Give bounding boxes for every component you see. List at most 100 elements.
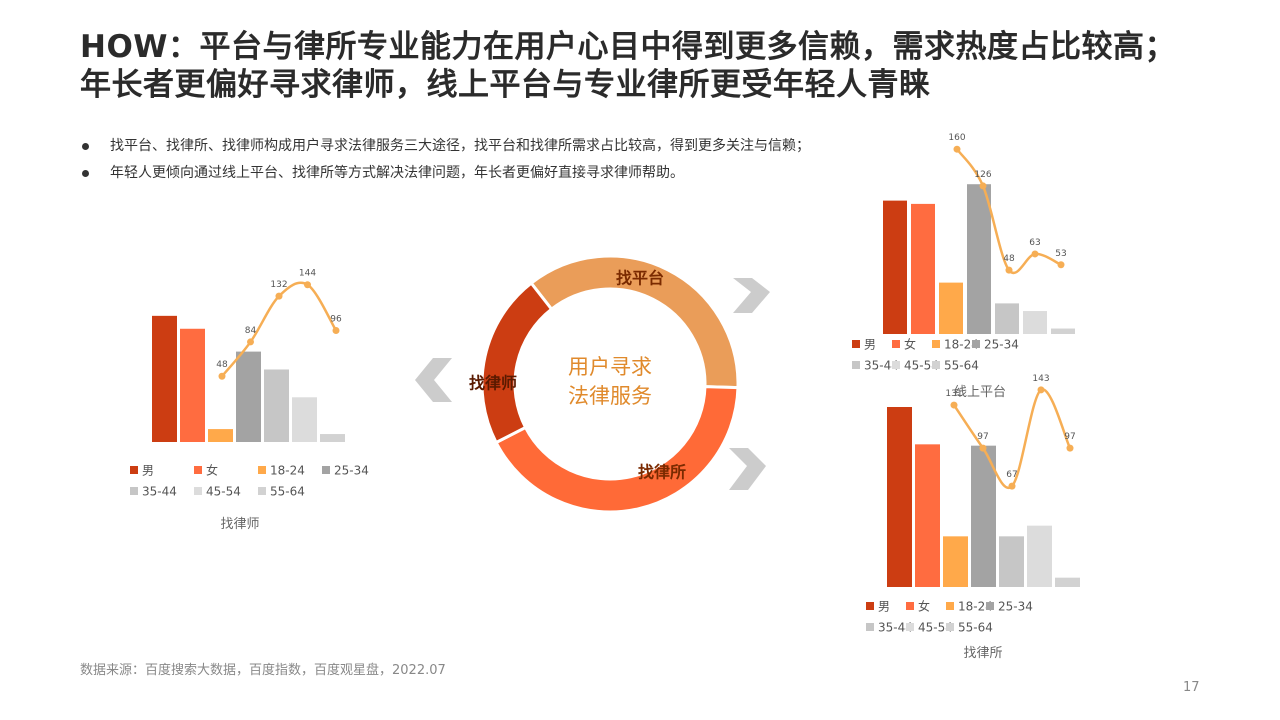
bar bbox=[208, 429, 233, 442]
data-label: 63 bbox=[1029, 238, 1040, 248]
data-label: 132 bbox=[270, 280, 287, 290]
bar bbox=[995, 303, 1019, 334]
data-label: 97 bbox=[977, 432, 988, 442]
line-point bbox=[950, 401, 958, 409]
chevron-right-icon bbox=[733, 278, 770, 313]
data-label: 144 bbox=[299, 269, 316, 279]
legend-label: 18-24 bbox=[270, 464, 305, 478]
legend-swatch bbox=[852, 361, 860, 369]
legend-label: 35-44 bbox=[878, 621, 913, 635]
legend-swatch bbox=[892, 361, 900, 369]
bar bbox=[292, 397, 317, 442]
line-point bbox=[979, 444, 987, 452]
page-number: 17 bbox=[1183, 680, 1200, 695]
bar bbox=[883, 200, 907, 334]
legend-label: 25-34 bbox=[998, 600, 1033, 614]
line-point bbox=[275, 292, 283, 300]
data-source: 数据来源：百度搜索大数据，百度指数，百度观星盘，2022.07 bbox=[80, 663, 446, 678]
bar bbox=[999, 536, 1024, 587]
bar bbox=[1055, 577, 1080, 587]
legend-swatch bbox=[986, 602, 994, 610]
line-point bbox=[1066, 444, 1074, 452]
line-point bbox=[979, 182, 987, 190]
donut-segment bbox=[480, 281, 554, 445]
legend-swatch bbox=[130, 487, 138, 495]
donut-label: 找平台 bbox=[616, 269, 664, 288]
bar-line-chart: 160 126 48 63 53 男 女 18-24 25-34 35-44 45-54 55-64 线… bbox=[852, 133, 1075, 400]
bullet-dot-icon bbox=[82, 143, 89, 150]
bullet-text: 找平台、找律所、找律师构成用户寻求法律服务三大途径，找平台和找律所需求占比较高，… bbox=[110, 138, 810, 154]
bar bbox=[911, 203, 935, 334]
bar bbox=[152, 315, 177, 442]
legend-label: 55-64 bbox=[270, 485, 305, 499]
donut-segment bbox=[494, 385, 740, 514]
legend-swatch bbox=[932, 340, 940, 348]
legend-swatch bbox=[906, 602, 914, 610]
bar bbox=[1051, 328, 1075, 334]
legend-swatch bbox=[130, 466, 138, 474]
legend-swatch bbox=[258, 487, 266, 495]
donut-label: 找律所 bbox=[638, 463, 686, 482]
page-title: HOW：平台与律所专业能力在用户心目中得到更多信赖，需求热度占比较高；年长者更偏… bbox=[80, 29, 1176, 103]
legend-label: 女 bbox=[206, 463, 218, 478]
legend-swatch bbox=[866, 623, 874, 631]
legend-swatch bbox=[906, 623, 914, 631]
data-label: 126 bbox=[974, 170, 991, 180]
line-point bbox=[1057, 261, 1065, 269]
donut-center-label: 法律服务 bbox=[568, 384, 652, 408]
legend-label: 女 bbox=[918, 599, 930, 614]
legend-swatch bbox=[322, 466, 330, 474]
legend-swatch bbox=[866, 602, 874, 610]
line-point bbox=[304, 281, 311, 289]
bar bbox=[320, 434, 345, 442]
legend-swatch bbox=[932, 361, 940, 369]
data-label: 160 bbox=[948, 133, 965, 143]
data-label: 48 bbox=[1003, 254, 1015, 264]
legend-label: 45-54 bbox=[918, 621, 953, 635]
bullet-text: 年轻人更倾向通过线上平台、找律所等方式解决法律问题，年长者更偏好直接寻求律师帮助… bbox=[110, 165, 684, 181]
line-point bbox=[1031, 250, 1039, 258]
chart-title: 找律师 bbox=[220, 517, 259, 532]
legend-label: 男 bbox=[864, 338, 876, 352]
bar bbox=[180, 328, 205, 442]
bullet-item: 找平台、找律所、找律师构成用户寻求法律服务三大途径，找平台和找律所需求占比较高，… bbox=[80, 133, 1180, 160]
bullet-list: 找平台、找律所、找律师构成用户寻求法律服务三大途径，找平台和找律所需求占比较高，… bbox=[80, 133, 1180, 187]
bar bbox=[939, 282, 963, 334]
legend-swatch bbox=[852, 340, 860, 348]
legend-label: 45-54 bbox=[904, 359, 939, 373]
legend-label: 25-34 bbox=[984, 338, 1019, 352]
bar bbox=[236, 351, 261, 442]
data-label: 96 bbox=[330, 314, 342, 324]
bar bbox=[264, 369, 289, 442]
data-label: 48 bbox=[216, 360, 228, 370]
data-label: 67 bbox=[1006, 470, 1017, 480]
chart-title: 找律所 bbox=[963, 646, 1002, 661]
bar bbox=[971, 445, 996, 587]
bar bbox=[1027, 525, 1052, 587]
legend-label: 18-24 bbox=[958, 600, 993, 614]
donut-label: 找律师 bbox=[469, 374, 517, 393]
data-label: 53 bbox=[1055, 249, 1066, 259]
legend-label: 35-44 bbox=[142, 485, 177, 499]
line-point bbox=[953, 145, 961, 153]
bar bbox=[967, 184, 991, 334]
legend-swatch bbox=[972, 340, 980, 348]
bar bbox=[915, 444, 940, 587]
bar bbox=[943, 536, 968, 587]
legend-swatch bbox=[946, 623, 954, 631]
legend-label: 55-64 bbox=[958, 621, 993, 635]
legend-label: 女 bbox=[904, 337, 916, 352]
line-point bbox=[1037, 386, 1045, 394]
legend-label: 男 bbox=[142, 464, 154, 478]
line-point bbox=[1005, 266, 1013, 274]
line-point bbox=[332, 326, 340, 334]
chevron-left-icon bbox=[415, 358, 452, 402]
bullet-dot-icon bbox=[82, 170, 89, 177]
bar bbox=[1023, 311, 1047, 334]
line-point bbox=[247, 338, 254, 346]
legend-label: 18-24 bbox=[944, 338, 979, 352]
line-point bbox=[218, 372, 226, 380]
legend-label: 55-64 bbox=[944, 359, 979, 373]
bullet-item: 年轻人更倾向通过线上平台、找律所等方式解决法律问题，年长者更偏好直接寻求律师帮助… bbox=[80, 160, 1180, 187]
legend-swatch bbox=[892, 340, 900, 348]
